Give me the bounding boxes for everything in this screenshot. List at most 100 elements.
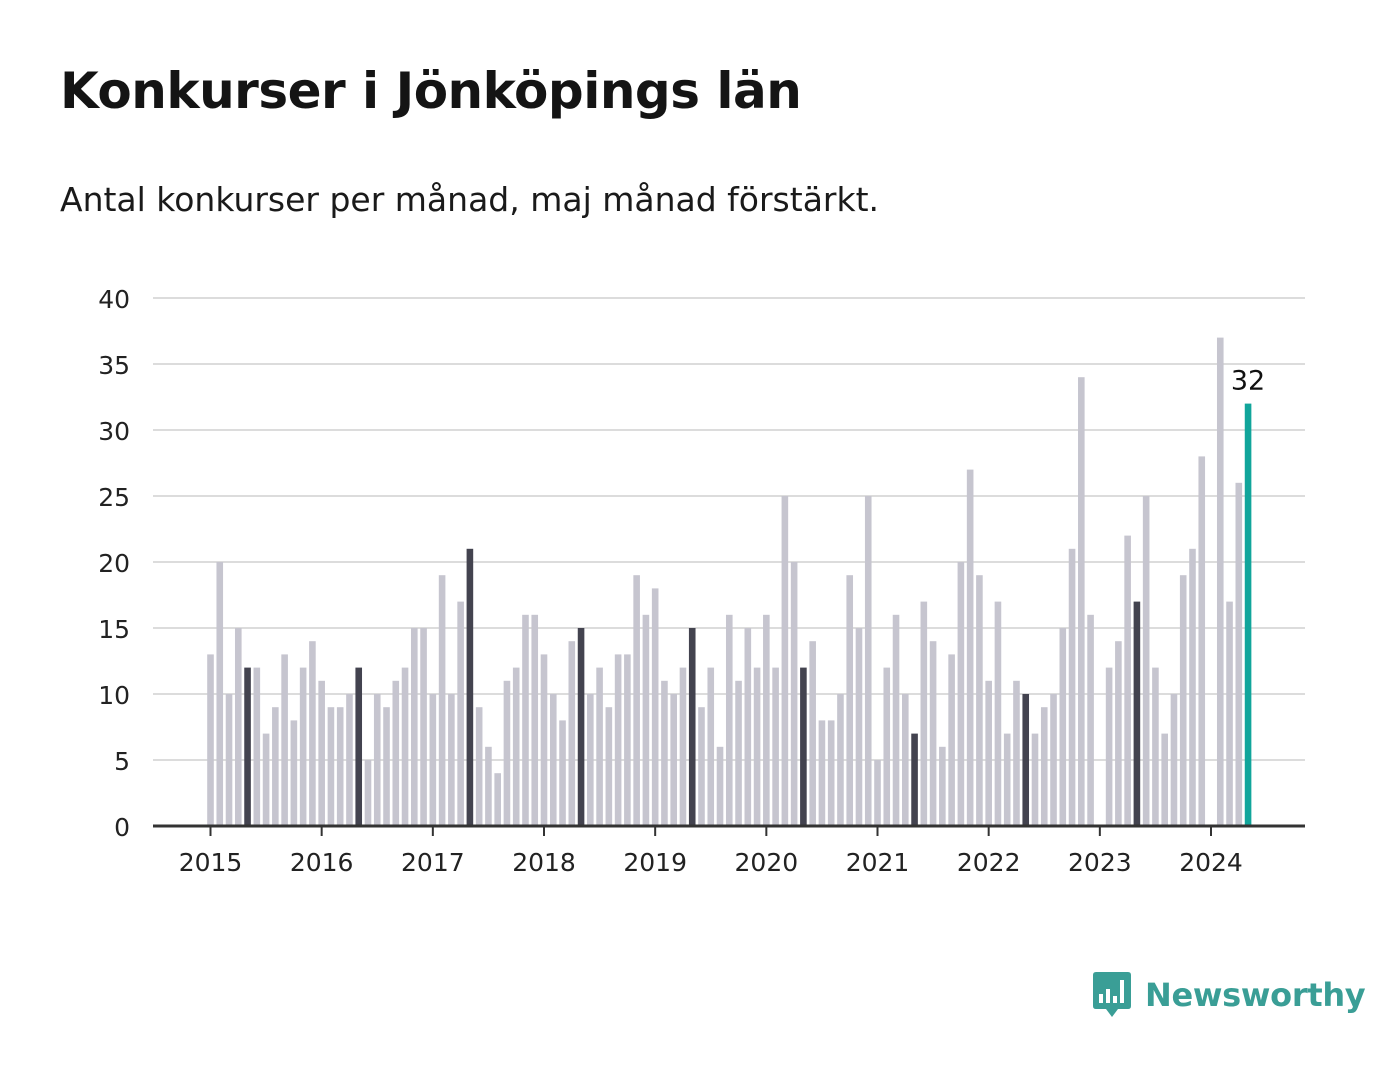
bar [346, 694, 353, 826]
bar [1161, 734, 1168, 826]
bar [661, 681, 668, 826]
bar [439, 575, 446, 826]
bar [448, 694, 455, 826]
bar [726, 615, 733, 826]
bar [504, 681, 511, 826]
bar [837, 694, 844, 826]
bar [300, 668, 307, 826]
x-tick-label: 2021 [846, 848, 910, 877]
bar [1152, 668, 1159, 826]
bar [1143, 496, 1150, 826]
x-tick-label: 2024 [1179, 848, 1243, 877]
bar [782, 496, 789, 826]
bar [921, 602, 928, 826]
bar [328, 707, 335, 826]
bar [865, 496, 872, 826]
bar [1171, 694, 1178, 826]
bar [309, 641, 316, 826]
bar [948, 654, 955, 826]
bar [995, 602, 1002, 826]
bar [587, 694, 594, 826]
logo-text: Newsworthy [1145, 976, 1365, 1014]
bar [1226, 602, 1233, 826]
bar [652, 588, 659, 826]
bar [874, 760, 881, 826]
bar [1124, 536, 1131, 826]
bar [967, 470, 974, 826]
y-tick-label: 15 [98, 615, 130, 644]
bar [494, 773, 501, 826]
bar [735, 681, 742, 826]
bar-chart-speech-bubble-icon [1091, 970, 1133, 1020]
bar [318, 681, 325, 826]
bar [254, 668, 261, 826]
bar [1050, 694, 1057, 826]
bar [698, 707, 705, 826]
bar [244, 668, 251, 826]
bar [680, 668, 687, 826]
bar [531, 615, 538, 826]
bar [235, 628, 242, 826]
bar [522, 615, 529, 826]
bar [689, 628, 696, 826]
x-tick-label: 2015 [179, 848, 243, 877]
bar [606, 707, 613, 826]
bar [772, 668, 779, 826]
bar [1106, 668, 1113, 826]
y-tick-label: 0 [114, 813, 130, 842]
bar [457, 602, 464, 826]
bar [226, 694, 233, 826]
bar [1059, 628, 1066, 826]
x-tick-label: 2017 [401, 848, 465, 877]
bar [559, 720, 566, 826]
y-tick-label: 35 [98, 351, 130, 380]
bar [578, 628, 585, 826]
bar [939, 747, 946, 826]
bar [1115, 641, 1122, 826]
bar [430, 694, 437, 826]
bar [365, 760, 372, 826]
bar [392, 681, 399, 826]
bar [615, 654, 622, 826]
bar [985, 681, 992, 826]
bar [911, 734, 918, 826]
latest-value-label: 32 [1231, 366, 1265, 397]
bar [1189, 549, 1196, 826]
bar [1198, 456, 1205, 826]
bar [467, 549, 474, 826]
bar [207, 654, 214, 826]
y-tick-label: 30 [98, 417, 130, 446]
y-axis-ticks: 0 5 10 15 20 25 30 35 40 [98, 285, 130, 842]
bar [856, 628, 863, 826]
bar [670, 694, 677, 826]
y-tick-label: 5 [114, 747, 130, 776]
bar [893, 615, 900, 826]
x-axis-ticks: 2015 2016 2017 2018 2019 2020 2021 2022 2023 2024 [179, 826, 1243, 877]
bar [1087, 615, 1094, 826]
bar [216, 562, 223, 826]
bar [374, 694, 381, 826]
bar [291, 720, 298, 826]
bar [1013, 681, 1020, 826]
bar [355, 668, 362, 826]
y-tick-label: 25 [98, 483, 130, 512]
bar [263, 734, 270, 826]
bar [420, 628, 427, 826]
bar [1217, 338, 1224, 826]
bar [800, 668, 807, 826]
bar [633, 575, 640, 826]
bar [1236, 483, 1243, 826]
bar [402, 668, 409, 826]
bar [754, 668, 761, 826]
bar [1041, 707, 1048, 826]
y-tick-label: 10 [98, 681, 130, 710]
bar [1134, 602, 1141, 826]
bar [1022, 694, 1029, 826]
y-tick-label: 20 [98, 549, 130, 578]
bar [976, 575, 983, 826]
bar [1180, 575, 1187, 826]
data-labels: 32 [1231, 366, 1265, 397]
bar [485, 747, 492, 826]
bar [596, 668, 603, 826]
bar [958, 562, 965, 826]
